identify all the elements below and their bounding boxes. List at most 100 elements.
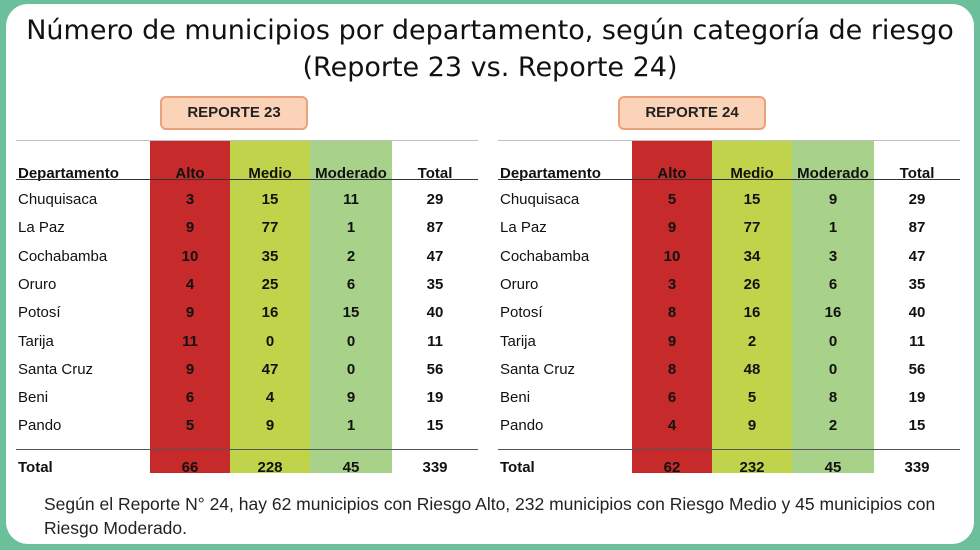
cell-moderado: 1	[346, 417, 356, 435]
cell-total: 40	[908, 304, 926, 322]
cell-medio: 2	[747, 332, 757, 350]
cell-medio: 15	[261, 191, 279, 208]
cell-alto: 8	[667, 360, 677, 378]
table-row: Tarija 9 2 0 11	[498, 328, 960, 356]
header-divider	[16, 179, 478, 180]
cell-dep: Tarija	[500, 332, 536, 350]
cell-dep: Cochabamba	[500, 247, 590, 265]
slide: Número de municipios por departamento, s…	[6, 4, 974, 544]
cell-dep: Oruro	[500, 275, 539, 293]
cell-moderado: 2	[346, 247, 356, 265]
table-row: La Paz 9 77 1 87	[16, 214, 478, 242]
medio-column	[712, 141, 792, 473]
cell-total: 47	[426, 247, 444, 265]
alto-column	[632, 141, 712, 473]
table-row: Beni 6 5 8 19	[498, 384, 960, 412]
cell-alto: 9	[667, 219, 677, 237]
total-cell-moderado: 45	[342, 459, 360, 476]
cell-medio: 77	[743, 219, 761, 237]
cell-medio: 34	[743, 247, 761, 265]
total-cell-total: 339	[904, 459, 930, 476]
column-header-moderado: Moderado	[797, 165, 869, 182]
cell-moderado: 6	[346, 275, 356, 293]
header-divider	[498, 179, 960, 180]
report-23-table: Departamento Alto Medio Moderado Total Chuqui…	[16, 140, 478, 476]
total-cell-moderado: 45	[824, 459, 842, 476]
table-row: Potosí 9 16 15 40	[16, 299, 478, 327]
column-header-departamento: Departamento	[18, 165, 119, 182]
cell-dep: Beni	[500, 389, 531, 407]
table-row: Pando 4 9 2 15	[498, 412, 960, 440]
table-row: Chuquisaca 5 15 9 29	[498, 186, 960, 214]
cell-medio: 15	[743, 191, 761, 208]
cell-total: 87	[426, 219, 444, 237]
cell-medio: 47	[261, 360, 279, 378]
summary-text: Según el Reporte N° 24, hay 62 municipio…	[44, 494, 936, 538]
cell-moderado: 0	[346, 360, 356, 378]
alto-column	[150, 141, 230, 473]
moderado-column	[792, 141, 874, 473]
cell-medio: 35	[261, 247, 279, 265]
table-row: La Paz 9 77 1 87	[498, 214, 960, 242]
cell-total: 56	[908, 360, 926, 378]
total-cell-dep: Total	[500, 459, 535, 476]
column-header-total: Total	[899, 165, 935, 182]
cell-dep: Chuquisaca	[18, 191, 98, 208]
column-header-medio: Medio	[730, 165, 774, 182]
cell-dep: Santa Cruz	[500, 360, 576, 378]
cell-medio: 26	[743, 275, 761, 293]
cell-alto: 6	[185, 389, 195, 407]
column-header-alto: Alto	[657, 165, 687, 182]
cell-total: 29	[908, 191, 926, 208]
column-header-medio: Medio	[248, 165, 292, 182]
cell-alto: 5	[667, 191, 677, 208]
cell-total: 87	[908, 219, 926, 237]
cell-moderado: 6	[828, 275, 838, 293]
cell-dep: Santa Cruz	[18, 360, 94, 378]
cell-total: 11	[909, 332, 925, 350]
cell-alto: 3	[667, 275, 677, 293]
slide-title: Número de municipios por departamento, s…	[6, 12, 974, 86]
cell-alto: 9	[185, 304, 195, 322]
cell-dep: La Paz	[18, 219, 65, 237]
total-cell-alto: 66	[181, 459, 199, 476]
cell-alto: 6	[667, 389, 677, 407]
column-header-departamento: Departamento	[500, 165, 601, 182]
table-row: Santa Cruz 8 48 0 56	[498, 356, 960, 384]
table-row: Pando 5 9 1 15	[16, 412, 478, 440]
cell-total: 35	[908, 275, 926, 293]
report-24-badge: REPORTE 24	[618, 96, 766, 130]
cell-dep: Cochabamba	[18, 247, 108, 265]
table-row: Tarija 11 0 0 11	[16, 328, 478, 356]
cell-moderado: 15	[342, 304, 360, 322]
cell-dep: Pando	[500, 417, 544, 435]
cell-total: 40	[426, 304, 444, 322]
cell-dep: Tarija	[18, 332, 54, 350]
cell-dep: Beni	[18, 389, 49, 407]
cell-total: 56	[426, 360, 444, 378]
total-cell-alto: 62	[663, 459, 681, 476]
cell-medio: 48	[743, 360, 761, 378]
column-header-alto: Alto	[175, 165, 205, 182]
cell-moderado: 0	[828, 360, 838, 378]
cell-medio: 9	[265, 417, 275, 435]
title-line-1: Número de municipios por departamento, s…	[26, 15, 954, 46]
cell-alto: 4	[185, 275, 195, 293]
cell-medio: 9	[747, 417, 757, 435]
cell-total: 15	[426, 417, 444, 435]
cell-alto: 5	[185, 417, 195, 435]
cell-moderado: 2	[828, 417, 838, 435]
report-23-badge: REPORTE 23	[160, 96, 308, 130]
total-cell-total: 339	[422, 459, 448, 476]
cell-alto: 8	[667, 304, 677, 322]
cell-alto: 10	[663, 247, 681, 265]
cell-total: 19	[426, 389, 444, 407]
cell-dep: Chuquisaca	[500, 191, 580, 208]
cell-dep: Pando	[18, 417, 62, 435]
table-row: Chuquisaca 3 15 11 29	[16, 186, 478, 214]
cell-total: 35	[426, 275, 444, 293]
cell-medio: 16	[261, 304, 279, 322]
cell-total: 15	[908, 417, 926, 435]
moderado-column	[310, 141, 392, 473]
table-row: Cochabamba 10 35 2 47	[16, 243, 478, 271]
